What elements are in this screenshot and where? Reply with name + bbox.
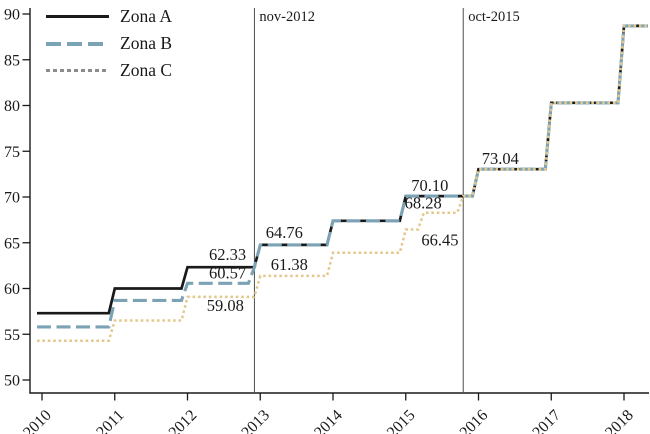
data-value-label: 68.28	[405, 194, 442, 213]
data-value-label: 64.76	[266, 223, 303, 242]
zona-a-line-swatch	[46, 14, 109, 19]
x-tick-label: 2016	[457, 407, 492, 434]
y-tick-label: 90	[4, 7, 20, 24]
legend-label-zona-a: Zona A	[120, 5, 173, 26]
x-tick-label: 2013	[238, 407, 273, 434]
y-tick-label: 85	[4, 52, 20, 69]
series-line-zona-b	[37, 24, 648, 329]
data-value-label: 59.08	[207, 296, 244, 315]
data-value-label: 70.10	[411, 176, 448, 195]
data-value-label: 61.38	[271, 255, 308, 274]
data-value-label: 66.45	[421, 230, 458, 249]
legend-item-zona-c: Zona C	[46, 57, 172, 84]
x-tick-label: 2010	[20, 407, 55, 434]
legend-item-zona-b: Zona B	[46, 30, 172, 57]
x-tick-label: 2011	[93, 407, 127, 434]
y-tick-label: 60	[4, 281, 20, 298]
y-tick-label: 65	[4, 235, 20, 252]
zona-b-line-swatch	[46, 41, 109, 46]
x-tick-label: 2015	[384, 407, 419, 434]
y-tick-label: 50	[4, 373, 20, 390]
y-tick-label: 80	[4, 98, 20, 115]
y-tick-label: 55	[4, 327, 20, 344]
y-tick-label: 70	[4, 190, 20, 207]
y-tick-label: 75	[4, 144, 20, 161]
x-tick-label: 2018	[602, 407, 637, 434]
series-line-zona-c	[37, 24, 648, 342]
x-tick-label: 2017	[529, 407, 564, 434]
legend-label-zona-c: Zona C	[120, 59, 173, 80]
legend: Zona A Zona B Zona C	[46, 3, 172, 84]
x-tick-label: 2014	[311, 407, 346, 434]
x-tick-label: 2012	[166, 407, 201, 434]
zona-c-line-swatch	[46, 69, 109, 72]
event-line-label: nov-2012	[259, 9, 315, 25]
data-value-label: 60.57	[209, 263, 246, 282]
data-value-label: 62.33	[209, 245, 246, 264]
legend-item-zona-a: Zona A	[46, 3, 172, 30]
event-line-label: oct-2015	[468, 9, 520, 25]
data-value-label: 73.04	[482, 149, 519, 168]
legend-label-zona-b: Zona B	[120, 32, 173, 53]
